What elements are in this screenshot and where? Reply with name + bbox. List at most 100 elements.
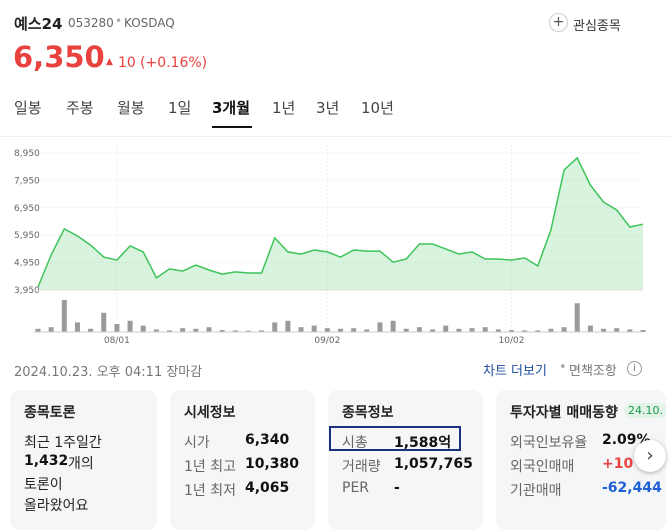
volume-bar bbox=[219, 330, 225, 332]
volume-bar bbox=[508, 330, 514, 332]
card-title: 투자자별 매매동향 bbox=[510, 405, 618, 421]
info-card: 종목정보 시총 1,588억 거래량 1,057,765 PER - bbox=[328, 390, 483, 530]
volume-bar bbox=[61, 300, 67, 332]
row-value: 4,065 bbox=[245, 480, 290, 496]
card-title: 종목토론 bbox=[24, 405, 76, 421]
chart-more[interactable]: 차트 더보기 bbox=[483, 364, 547, 379]
area bbox=[38, 157, 643, 290]
tab[interactable]: 일봉 bbox=[14, 99, 42, 117]
card-title: 종목정보 bbox=[342, 405, 394, 421]
next-button[interactable]: › bbox=[634, 440, 666, 472]
row-label: 1년 최저 bbox=[184, 483, 236, 499]
row-value: - bbox=[394, 480, 400, 496]
volume-bar bbox=[101, 312, 107, 332]
volume-bar bbox=[140, 325, 146, 332]
volume-bar bbox=[35, 328, 41, 332]
row-label: 1년 최고 bbox=[184, 459, 236, 475]
price: 6,350 bbox=[13, 40, 105, 74]
tab[interactable]: 10년 bbox=[361, 99, 394, 117]
volume-bar bbox=[232, 330, 238, 332]
volume-bar bbox=[180, 328, 186, 332]
volume-bar bbox=[416, 327, 422, 332]
volume-bar bbox=[548, 328, 554, 332]
card-count: 1,432 bbox=[24, 453, 69, 469]
volume-bar bbox=[522, 330, 528, 332]
row-value: 1,057,765 bbox=[394, 456, 473, 472]
card-text: 개의 bbox=[68, 456, 94, 472]
change: 10 bbox=[118, 55, 136, 71]
volume-bar bbox=[640, 330, 646, 332]
tab[interactable]: 월봉 bbox=[117, 99, 145, 117]
up-arrow: ▲ bbox=[106, 57, 113, 67]
card-text: 토론이 bbox=[24, 477, 63, 493]
y-tick-label: 4,950 bbox=[14, 259, 40, 269]
stock-code: 053280 bbox=[68, 16, 114, 30]
volume-bar bbox=[167, 330, 173, 332]
row-value: -62,444 bbox=[602, 480, 662, 496]
row-label: 외국인보유율 bbox=[510, 435, 588, 451]
chart: 8,950 7,950 6,950 5,950 4,950 3,950 08/01 09/02… bbox=[14, 145, 646, 346]
volume-bar bbox=[482, 327, 488, 332]
info-icon[interactable]: i bbox=[627, 361, 642, 376]
timestamp: 2024.10.23. 오후 04:11 장마감 bbox=[14, 365, 203, 380]
x-tick-label: 09/02 bbox=[314, 336, 340, 346]
volume-bar bbox=[587, 325, 593, 332]
row-value: 6,340 bbox=[245, 432, 290, 448]
volume-bar bbox=[561, 327, 567, 332]
volume-bar bbox=[443, 325, 449, 332]
volume-bar bbox=[601, 328, 607, 332]
price-line bbox=[37, 156, 644, 288]
row-value: +10 bbox=[602, 456, 634, 472]
volume-bar bbox=[430, 329, 436, 332]
volume-bar bbox=[324, 328, 330, 332]
y-tick-label: 8,950 bbox=[14, 149, 40, 159]
card-text: 올라왔어요 bbox=[24, 498, 89, 514]
dot: • bbox=[559, 360, 567, 375]
volume-bar bbox=[456, 328, 462, 332]
volume-bar bbox=[535, 330, 541, 332]
row-label: 외국인매매 bbox=[510, 459, 575, 475]
change-pct: (+0.16%) bbox=[140, 55, 208, 71]
row-label: 시가 bbox=[184, 435, 210, 451]
volume-bar bbox=[114, 324, 120, 332]
y-tick-label: 6,950 bbox=[14, 204, 40, 214]
y-tick-label: 3,950 bbox=[14, 286, 40, 296]
row-label: 거래량 bbox=[342, 459, 381, 475]
volume-bar bbox=[206, 327, 212, 332]
x-tick-label: 10/02 bbox=[499, 336, 525, 346]
volume-bar bbox=[298, 327, 304, 332]
volume-bar bbox=[495, 329, 501, 332]
volume-bar bbox=[48, 327, 54, 332]
tab[interactable]: 1년 bbox=[272, 99, 296, 117]
x-tick-label: 08/01 bbox=[104, 336, 130, 346]
row-value: 1,588억 bbox=[394, 435, 452, 451]
tab[interactable]: 3개월 bbox=[212, 99, 251, 117]
disclaimer[interactable]: 면책조항 bbox=[569, 364, 617, 379]
volume-bar bbox=[377, 322, 383, 332]
watch-button[interactable]: 관심종목 bbox=[573, 19, 621, 34]
row-label: PER bbox=[342, 480, 370, 496]
volume-bar bbox=[338, 328, 343, 332]
volume-bar bbox=[272, 322, 278, 332]
card-text: 최근 1주일간 bbox=[24, 435, 102, 451]
market: KOSDAQ bbox=[124, 16, 175, 30]
date-badge: 24.10. bbox=[624, 403, 666, 418]
tab[interactable]: 3년 bbox=[316, 99, 340, 117]
y-tick-label: 7,950 bbox=[14, 176, 40, 186]
highlight-box bbox=[329, 426, 461, 451]
volume-bar bbox=[153, 329, 159, 332]
tab[interactable]: 주봉 bbox=[66, 99, 94, 117]
volume-bar bbox=[469, 328, 475, 332]
volume-bar bbox=[285, 320, 291, 332]
watch-icon[interactable]: + bbox=[549, 13, 568, 32]
volume-bar bbox=[311, 325, 317, 332]
card-title: 시세정보 bbox=[184, 405, 236, 421]
tab[interactable]: 1일 bbox=[168, 99, 192, 117]
divider bbox=[0, 136, 671, 137]
volume-bar bbox=[74, 322, 80, 332]
dot: • bbox=[115, 14, 123, 28]
row-value: 10,380 bbox=[245, 456, 300, 472]
stock-name: 예스24 bbox=[14, 15, 63, 33]
